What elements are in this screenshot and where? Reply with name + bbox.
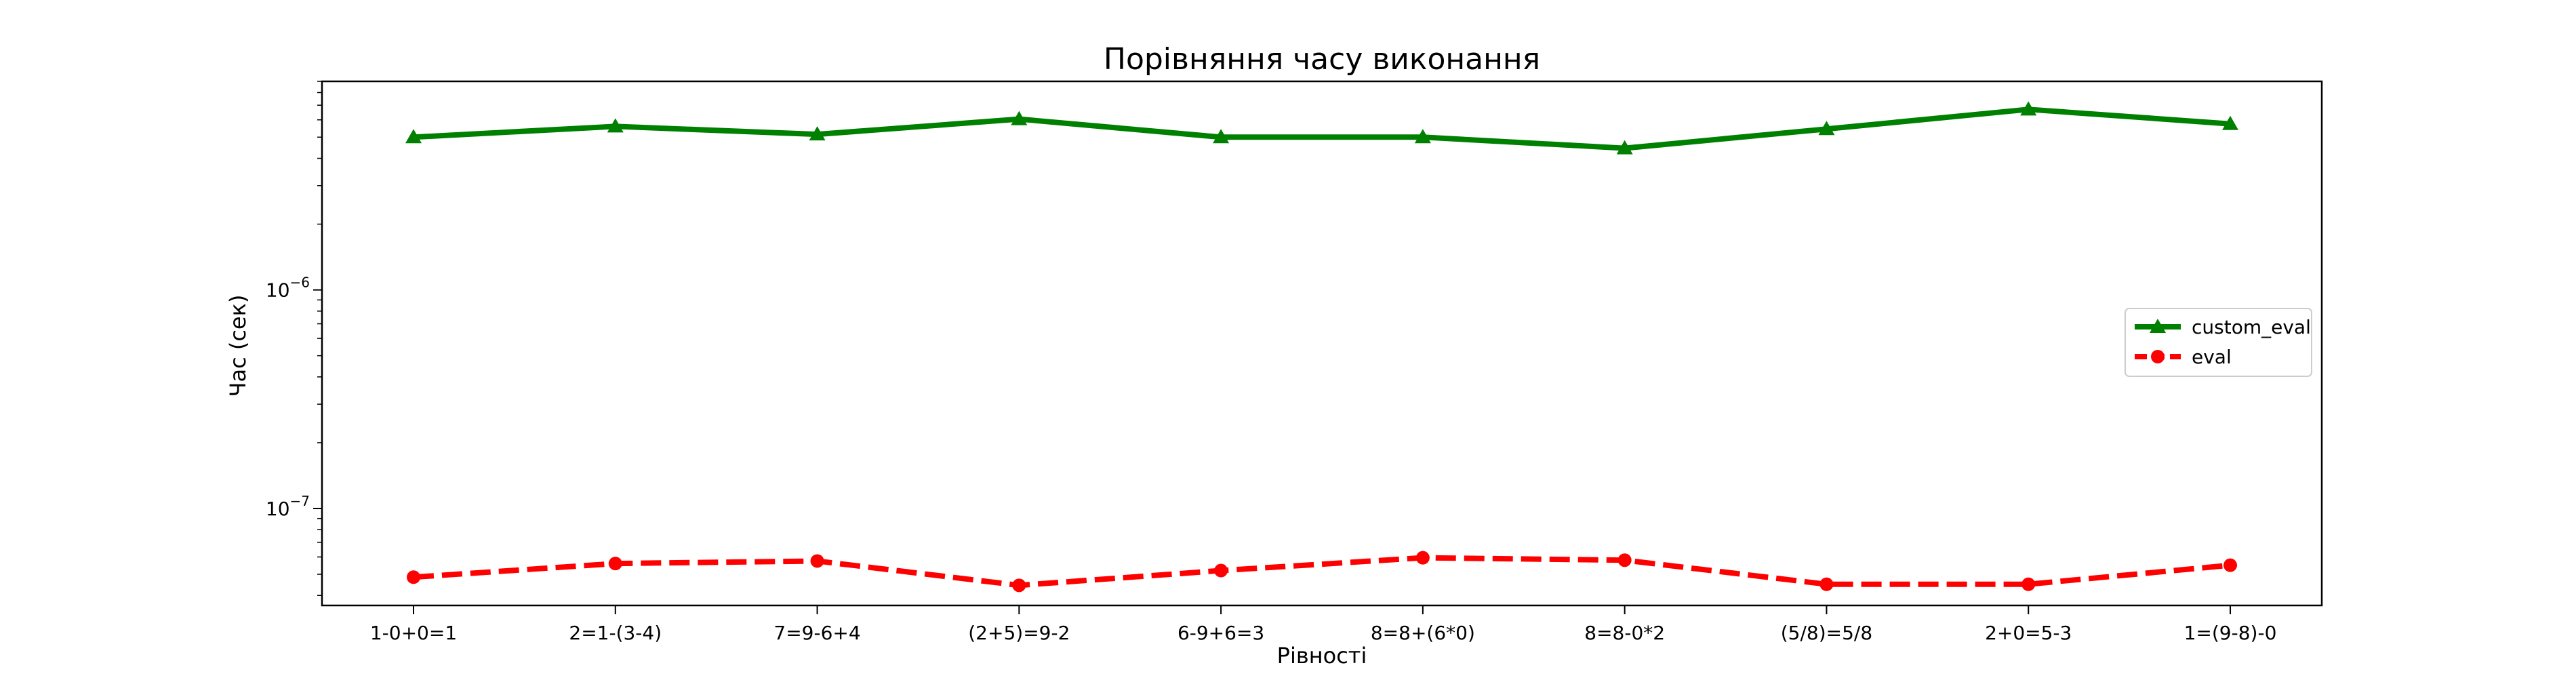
data-point-eval xyxy=(1214,563,1228,578)
x-tick-label: 1=(9-8)-0 xyxy=(2184,622,2277,644)
data-point-custom-eval xyxy=(809,126,826,141)
legend-marker xyxy=(2151,350,2165,363)
data-point-eval xyxy=(1012,578,1026,593)
x-tick-label: 8=8-0*2 xyxy=(1584,622,1665,644)
data-point-custom-eval xyxy=(607,118,624,133)
data-point-custom-eval xyxy=(405,129,422,144)
x-tick-label: 8=8+(6*0) xyxy=(1371,622,1475,644)
x-tick-label: 6-9+6=3 xyxy=(1178,622,1264,644)
data-point-custom-eval xyxy=(1414,129,1431,144)
data-point-eval xyxy=(1617,553,1632,567)
x-axis-label: Рівності xyxy=(1277,643,1367,669)
x-tick-label: (5/8)=5/8 xyxy=(1781,622,1872,644)
series-line-custom-eval xyxy=(413,106,2231,151)
y-tick-label: 10−7 xyxy=(266,493,310,520)
data-point-custom-eval xyxy=(2020,101,2037,116)
chart-title: Порівняння часу виконання xyxy=(1104,42,1540,77)
series-line-eval xyxy=(413,555,2231,589)
axes-frame xyxy=(321,80,2323,607)
y-tick-label: 10−6 xyxy=(266,275,310,302)
legend-marker xyxy=(2150,319,2166,333)
data-point-custom-eval xyxy=(1213,129,1230,144)
data-point-eval xyxy=(2223,558,2237,572)
data-point-eval xyxy=(608,557,622,571)
x-tick-label: 1-0+0=1 xyxy=(370,622,457,644)
data-point-custom-eval xyxy=(1011,111,1028,125)
y-axis-label: Час (сек) xyxy=(225,295,251,397)
data-point-eval xyxy=(407,570,420,584)
data-point-eval xyxy=(1415,551,1430,565)
data-point-eval xyxy=(810,554,824,568)
data-point-custom-eval xyxy=(1818,121,1835,136)
data-point-custom-eval xyxy=(2222,115,2238,130)
legend-label: custom_eval xyxy=(2192,316,2311,338)
x-tick-label: 2+0=5-3 xyxy=(1985,622,2072,644)
legend-label: eval xyxy=(2192,346,2232,368)
x-tick-label: (2+5)=9-2 xyxy=(968,622,1070,644)
x-tick-label: 7=9-6+4 xyxy=(773,622,860,644)
plot-area: 10−6 10−7 1-0+0=1 2=1-(3-4) 7=9-6+4 (2+5)=9-2… xyxy=(266,80,2323,644)
data-point-eval xyxy=(1819,577,1834,591)
data-point-eval xyxy=(2021,577,2036,591)
data-point-custom-eval xyxy=(1616,140,1633,155)
x-tick-label: 2=1-(3-4) xyxy=(569,622,662,644)
